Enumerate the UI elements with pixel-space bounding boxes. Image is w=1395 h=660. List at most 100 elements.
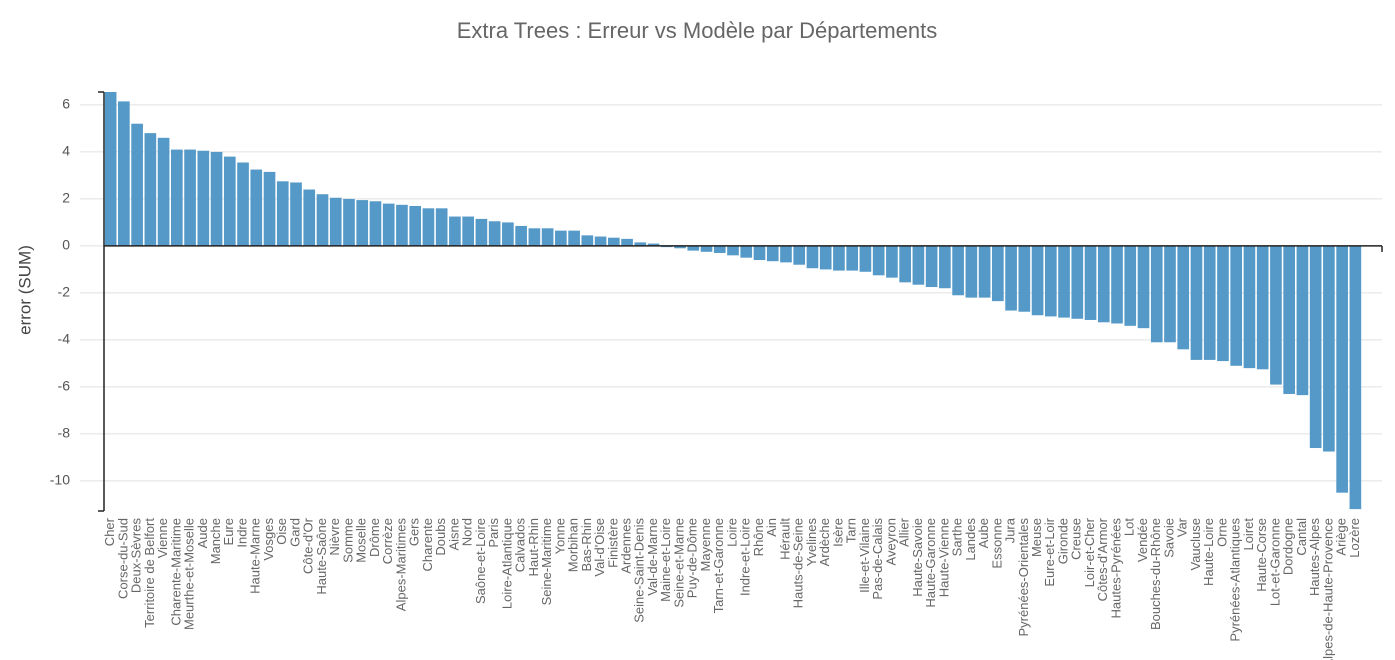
x-tick-label: Corse-du-Sud <box>115 518 130 599</box>
x-tick-label: Loiret <box>1241 518 1256 551</box>
bar <box>674 245 686 249</box>
x-tick-label: Seine-Maritime <box>539 518 554 605</box>
bar <box>1164 245 1176 343</box>
x-tick-label: Indre-et-Loire <box>738 518 753 596</box>
x-tick-label: Moselle <box>354 518 369 563</box>
x-tick-label: Hautes-Pyrénées <box>1108 518 1123 619</box>
bar <box>713 245 726 253</box>
x-tick-label: Maine-et-Loire <box>658 518 673 602</box>
bar <box>369 201 382 246</box>
bar <box>1296 245 1309 396</box>
bar <box>1309 245 1322 449</box>
bar <box>793 245 806 265</box>
x-tick-label: Puy-de-Dôme <box>685 518 700 598</box>
bar <box>872 245 885 276</box>
y-tick-label: 2 <box>62 190 70 206</box>
x-tick-label: Gers <box>407 518 422 547</box>
bar <box>978 245 991 298</box>
x-tick-label: Haute-Savoie <box>910 518 925 597</box>
x-tick-label: Charente-Maritime <box>168 518 183 626</box>
x-tick-label: Nord <box>460 518 475 546</box>
x-tick-label: Deux-Sèvres <box>129 518 144 594</box>
x-tick-label: Orne <box>1214 518 1229 547</box>
x-tick-label: Yvelines <box>804 518 819 567</box>
bar <box>1349 245 1362 510</box>
bar <box>263 171 276 246</box>
bar <box>144 133 157 246</box>
x-tick-label: Lozère <box>1347 518 1362 558</box>
x-tick-label: Oise <box>274 518 289 545</box>
x-tick-label: Haute-Vienne <box>936 518 951 597</box>
x-tick-label: Vosges <box>261 518 276 561</box>
bar <box>568 230 580 246</box>
bar <box>290 182 302 246</box>
bar <box>488 221 501 246</box>
bar <box>515 225 527 246</box>
x-tick-label: Dordogne <box>1281 518 1296 575</box>
x-tick-label: Rhône <box>751 518 766 556</box>
x-tick-label: Haute-Corse <box>1254 518 1269 592</box>
x-tick-label: Jura <box>1003 517 1018 543</box>
x-tick-label: Tarn <box>844 518 859 543</box>
x-tick-label: Territoire de Belfort <box>142 518 157 628</box>
x-tick-label: Loire <box>724 518 739 547</box>
x-tick-label: Creuse <box>1069 518 1084 560</box>
y-tick-label: -6 <box>58 378 71 394</box>
bar <box>992 245 1004 302</box>
bar <box>303 189 316 246</box>
bar <box>647 243 660 246</box>
bar <box>766 245 779 262</box>
bar <box>422 208 435 246</box>
x-tick-label: Ardèche <box>817 518 832 566</box>
bar <box>912 245 925 285</box>
x-tick-label: Hérault <box>777 518 792 560</box>
bar <box>1256 245 1269 370</box>
bar <box>1097 245 1110 323</box>
x-tick-label: Côte-d'Or <box>301 517 316 574</box>
bar <box>502 222 514 246</box>
x-tick-label: Aveyron <box>883 518 898 565</box>
bar <box>184 149 196 246</box>
x-tick-label: Hauts-de-Seine <box>791 518 806 608</box>
x-tick-label: Bas-Rhin <box>579 518 594 571</box>
bar <box>1217 245 1229 362</box>
bar <box>1031 245 1044 316</box>
x-tick-label: Aude <box>195 518 210 548</box>
x-tick-label: Eure <box>221 518 236 545</box>
x-tick-label: Landes <box>963 518 978 561</box>
x-tick-label: Cantal <box>1294 518 1309 556</box>
x-tick-label: Alpes-de-Haute-Provence <box>1320 518 1335 660</box>
bar <box>250 169 263 246</box>
x-tick-label: Seine-Saint-Denis <box>632 518 647 623</box>
bar <box>1177 245 1190 350</box>
x-tick-label: Doubs <box>433 518 448 556</box>
bar <box>634 242 647 246</box>
bar <box>131 123 143 246</box>
bar <box>1018 245 1031 312</box>
x-tick-label: Yonne <box>552 518 567 554</box>
bar <box>316 194 329 246</box>
bar <box>687 245 700 251</box>
x-tick-label: Indre <box>234 518 249 548</box>
bar <box>1150 245 1163 343</box>
bar <box>965 245 978 298</box>
bar <box>237 162 249 246</box>
x-tick-label: Charente <box>420 518 435 571</box>
bar <box>1203 245 1216 360</box>
bar <box>1005 245 1017 311</box>
bar <box>1243 245 1256 369</box>
x-tick-label: Isère <box>830 518 845 547</box>
x-tick-label: Allier <box>897 517 912 547</box>
x-tick-label: Eure-et-Loir <box>1042 517 1057 586</box>
bar <box>1137 245 1150 329</box>
x-tick-label: Nièvre <box>327 518 342 556</box>
bar <box>1336 245 1348 493</box>
x-tick-label: Gard <box>287 518 302 547</box>
x-tick-label: Bouches-du-Rhône <box>1148 518 1163 630</box>
bar <box>594 236 607 246</box>
x-tick-label: Pyrénées-Atlantiques <box>1228 518 1243 642</box>
x-tick-label: Ariège <box>1334 518 1349 556</box>
bar <box>846 245 859 271</box>
bar <box>607 237 620 246</box>
